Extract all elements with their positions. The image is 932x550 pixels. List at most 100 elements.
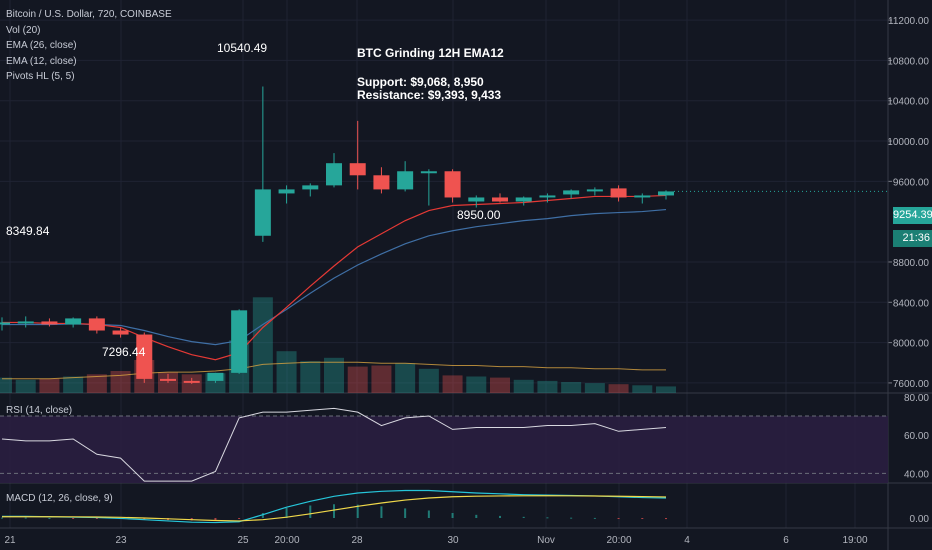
volume-bar [110,371,131,393]
volume-bar [656,386,676,393]
macd-histogram-bar [261,513,264,518]
candle-body [515,197,532,202]
candle-body [65,318,82,325]
ema26-line [2,208,667,346]
candle-body [539,195,556,198]
candle-body [41,321,58,325]
volume-bar [0,377,12,393]
x-tick-label: 25 [237,535,249,546]
candle-body [397,171,414,190]
candle-body [586,189,603,192]
macd-histogram-bar [546,517,549,519]
candle-body [444,171,461,198]
candle-body [326,163,342,186]
volume-bar [252,297,273,393]
candle-body [136,334,153,379]
annotation-title: BTC Grinding 12H EMA12 [357,46,504,60]
candle-body [634,195,651,198]
volume-bar [418,368,439,393]
volume-bar [276,351,297,393]
macd-histogram-bar [309,505,312,518]
macd-histogram-bar [95,518,98,519]
candle-body [0,322,10,325]
macd-histogram-bar [24,517,27,519]
rsi-tick-label: 40.00 [904,469,929,480]
x-tick-label: Nov [537,535,555,546]
volume-bar [513,379,534,393]
y-tick-label: 8400.00 [893,298,930,309]
volume-bar [395,363,416,393]
candle-body [610,188,627,198]
x-tick-label: 4 [684,535,690,546]
macd-histogram-bar [641,518,644,519]
macd-histogram-bar [143,518,146,520]
candle-body [373,175,390,190]
pivot-high-label: 10540.49 [217,41,268,55]
volume-bar [347,366,368,393]
y-tick-label: 10800.00 [887,56,929,67]
rsi-line [1,407,667,482]
volume-bar [561,382,582,393]
x-tick-label: 30 [447,535,459,546]
macd-histogram-bar [499,515,501,518]
volume-bar [371,365,392,393]
chart-legend: Bitcoin / U.S. Dollar, 720, COINBASE Vol… [6,7,172,85]
candle-body [468,197,485,202]
x-tick-label: 20:00 [606,535,631,546]
x-tick-label: 19:00 [842,535,867,546]
annotation-resistance: Resistance: $9,393, 9,433 [357,88,502,102]
pivot-left-label: 8349.84 [6,224,50,238]
candle-body [231,310,248,373]
volume-bar [15,379,36,393]
symbol-label: Bitcoin / U.S. Dollar, 720, COINBASE [6,9,172,20]
macd-histogram-bar [570,517,573,519]
candle-body [160,378,176,381]
macd-histogram-bar [72,518,75,519]
candle-body [563,190,580,195]
volume-bar [632,385,653,393]
macd-histogram-bar [404,508,407,518]
pivot-low-label: 7296.44 [102,345,146,359]
countdown-tag: 21:36 [893,230,932,247]
macd-histogram-bar [427,510,430,518]
vol-legend: Vol (20) [6,24,41,36]
volume-bar [300,361,321,393]
volume-bar [86,374,107,393]
candle-body [207,372,224,381]
y-tick-label: 7600.00 [893,379,930,390]
volume-bar [584,383,605,393]
x-tick-label: 6 [783,535,789,546]
x-tick-label: 28 [351,535,363,546]
volume-bar [324,357,344,393]
ema26-legend: EMA (26, close) [6,40,77,51]
candle-body [88,318,105,331]
candle-body [278,189,295,194]
macd-signal-line [2,495,667,522]
y-tick-label: 10400.00 [887,97,929,108]
macd-histogram-bar [356,504,359,518]
macd-histogram-bar [1,517,3,519]
y-tick-label: 8000.00 [893,339,930,350]
volume-bar [63,376,84,393]
macd-label: MACD (12, 26, close, 9) [6,493,113,504]
macd-histogram-bar [380,506,383,518]
macd-tick-label: 0.00 [910,514,930,525]
volume-ma-line [2,361,666,380]
macd-histogram-bar [214,518,217,521]
candle-body [112,330,129,335]
rsi-tick-label: 80.00 [904,393,929,404]
y-tick-label: 11200.00 [888,16,929,27]
macd-histogram-bar [285,508,288,518]
macd-histogram-bar [475,514,478,518]
y-tick-label: 10000.00 [887,137,929,148]
volume-bar [466,376,487,393]
ema12-line [2,194,667,361]
x-tick-label: 21 [4,535,16,546]
y-tick-label: 9600.00 [893,177,930,188]
ema12-legend: EMA (12, close) [6,55,77,67]
last-price-tag: 9254.39 [893,207,932,224]
rsi-tick-label: 60.00 [904,431,929,442]
pivots-legend: Pivots HL (5, 5) [6,71,75,82]
candle-body [254,189,271,236]
